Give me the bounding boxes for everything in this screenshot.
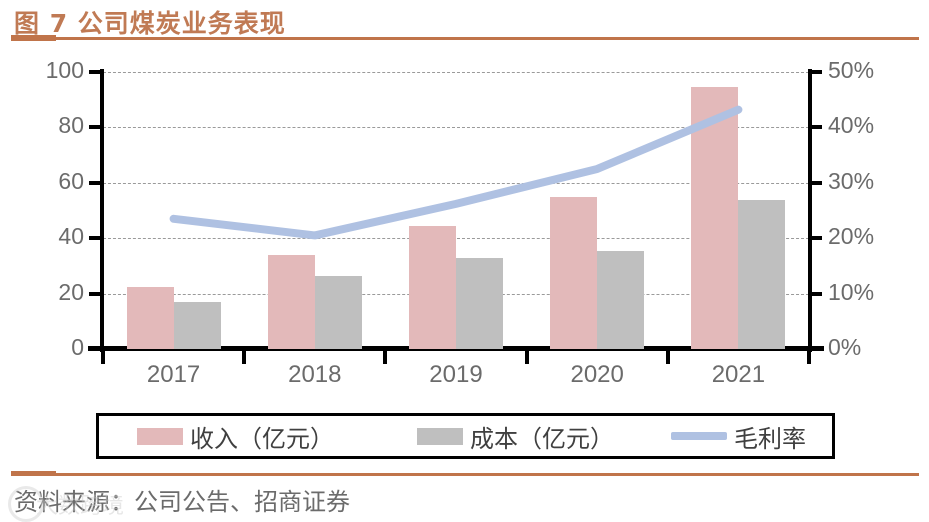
bar-cost [597,250,645,349]
x-axis-tick [524,351,529,364]
bars-layer [103,72,809,349]
chart-legend: 收入（亿元） 成本（亿元） 毛利率 [96,413,835,459]
gridline [103,182,809,184]
y-axis-left-tick [89,125,103,130]
footer-divider-accent [11,471,56,476]
y-axis-right-label: 30% [828,167,875,194]
y-axis-left-tick [89,236,103,241]
x-axis-tick [665,351,670,364]
gridline [103,238,809,240]
bar-revenue [691,87,739,349]
page-title: 图 7 公司煤炭业务表现 [14,9,286,38]
bar-revenue [409,225,456,349]
y-axis-right-tick [808,70,822,74]
x-axis-tick [101,351,105,364]
legend-swatch-icon [137,427,183,445]
bar-revenue [126,286,174,349]
bar-cost [314,275,362,349]
y-axis-left-label: 0 [71,334,84,360]
y-axis-left-spine [100,69,104,352]
bar-cost [738,199,786,349]
y-axis-left-tick [89,70,103,74]
x-axis-tick [383,351,388,364]
legend-label: 收入（亿元） [190,424,334,453]
title-bar: 图 7 公司煤炭业务表现 [0,0,929,42]
y-axis-right-tick [808,291,822,296]
gridline [103,72,809,73]
legend-item[interactable]: 成本（亿元） [417,416,614,456]
y-axis-right-label: 0% [828,334,862,360]
title-divider-accent [11,35,56,41]
x-axis-label: 2021 [711,361,766,388]
y-axis-left-label: 40 [58,223,84,250]
bar-cost [173,301,221,349]
y-axis-right-tick [808,347,822,351]
x-axis-label: 2018 [288,361,342,388]
legend-item[interactable]: 收入（亿元） [137,416,334,456]
y-axis-left-tick [89,291,103,296]
x-axis-label: 2017 [146,361,201,388]
y-axis-right-tick [808,180,822,185]
title-divider [11,37,919,40]
y-axis-left-tick [89,347,103,351]
legend-swatch-icon [417,427,463,445]
y-axis-right-tick [808,236,822,241]
legend-swatch-icon [671,432,727,440]
y-axis-right-spine [808,69,812,352]
bar-cost [456,258,503,349]
gross-margin-line [169,105,743,240]
legend-item[interactable]: 毛利率 [671,416,806,456]
footer-divider [11,473,919,476]
legend-label: 毛利率 [734,424,806,453]
legend-label: 成本（亿元） [470,424,614,453]
bar-revenue [267,254,315,349]
y-axis-left-tick [89,180,103,185]
gross-margin-polyline [169,105,743,240]
y-axis-left-label: 20 [58,278,84,305]
y-axis-right-label: 10% [828,278,875,305]
gridline [103,127,809,129]
x-axis-tick [807,351,811,364]
bar-revenue [550,196,598,349]
y-axis-right-tick [808,125,822,130]
x-axis-label: 2020 [570,361,624,388]
x-axis-tick [242,351,247,364]
source-note: 资料来源：公司公告、招商证券 [14,488,350,516]
y-axis-right-label: 20% [828,223,875,250]
y-axis-left-label: 100 [45,57,84,83]
y-axis-left-label: 60 [58,167,84,194]
y-axis-right-label: 50% [828,57,875,83]
y-axis-left-label: 80 [58,112,84,139]
x-axis-label: 2019 [429,361,483,388]
y-axis-right-label: 40% [828,112,875,139]
